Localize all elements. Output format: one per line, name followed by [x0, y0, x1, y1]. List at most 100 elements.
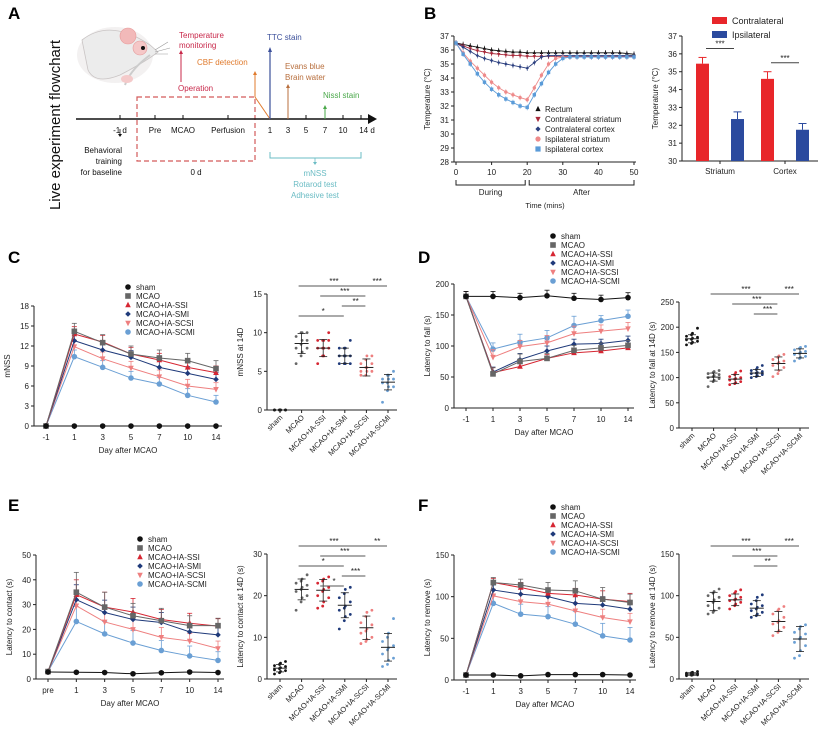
chart-mnss-line: 0 3 6 9 12 15 18 mNSS -1 1 3 5 7 10 14 Day after MCAO sh… [3, 283, 222, 455]
data-point [804, 355, 807, 358]
series-sham [463, 671, 633, 679]
significance-label: * [322, 307, 325, 316]
data-point [186, 669, 193, 675]
series-contralateral-cortex [454, 40, 636, 71]
x-tick-label: 30 [558, 168, 567, 177]
data-point [760, 610, 764, 614]
x-tick-label: sham [677, 682, 696, 701]
data-point [316, 581, 320, 585]
data-point [572, 621, 579, 627]
data-point [461, 45, 465, 49]
y-tick-label: 100 [661, 374, 675, 383]
data-point [625, 313, 631, 320]
data-point [386, 635, 389, 639]
data-point [712, 370, 716, 373]
legend-label: MCAO+IA-SCMI [136, 328, 195, 337]
data-point [468, 62, 472, 66]
series-line [455, 42, 635, 55]
data-point [625, 326, 631, 332]
significance-label: *** [752, 295, 761, 304]
series-mcao-ia-scsi [43, 339, 219, 430]
x-axis-label: Day after MCAO [101, 699, 160, 708]
legend: shamMCAOMCAO+IA-SSIMCAO+IA-SMIMCAO+IA-SC… [137, 535, 207, 589]
data-point [156, 355, 163, 361]
data-point [370, 354, 374, 358]
y-tick-label: 50 [440, 634, 449, 643]
data-point [625, 55, 629, 59]
data-point [706, 612, 710, 616]
data-point [184, 370, 191, 377]
data-point [525, 98, 529, 102]
significance-bar: *** [775, 537, 799, 547]
data-point [539, 55, 544, 59]
data-point [343, 588, 347, 591]
legend-marker [125, 293, 131, 299]
baseline-label-3: for baseline [81, 168, 123, 177]
group-scsi [771, 605, 786, 638]
data-point [294, 335, 298, 338]
data-point [215, 657, 221, 664]
significance-label: *** [715, 40, 724, 49]
series-mcao-ia-scsi [463, 588, 633, 679]
y-tick-label: 50 [440, 373, 449, 382]
x-tick-label: 7 [572, 415, 577, 424]
y-tick-label: 5 [258, 367, 263, 376]
data-point [539, 73, 544, 77]
data-point [706, 594, 710, 598]
group-smi [337, 585, 352, 631]
legend-label: MCAO [561, 512, 585, 521]
significance-label: *** [763, 305, 772, 314]
data-point [782, 359, 786, 363]
data-point [777, 369, 781, 372]
data-point [158, 635, 165, 641]
data-point [717, 369, 721, 372]
data-point [158, 647, 165, 654]
data-point [589, 50, 593, 54]
y-tick-label: 34 [668, 86, 677, 95]
data-point [525, 55, 529, 59]
legend-marker [137, 563, 143, 569]
y-tick-label: 15 [20, 322, 29, 331]
timeline-tick-label: 10 [339, 126, 348, 135]
data-point [497, 86, 501, 90]
y-tick-label: 30 [253, 550, 262, 559]
y-tick-label: 150 [661, 550, 675, 559]
data-point [184, 392, 191, 399]
significance-bar: *** [775, 285, 799, 295]
legend-marker [535, 146, 541, 152]
legend-label: Ispilateral cortex [545, 145, 603, 154]
data-point [305, 594, 309, 598]
panel-letter-d: D [418, 248, 431, 267]
y-tick-label: 100 [436, 342, 450, 351]
chart-contact-scatter: 0 10 20 30 Latency to contact at 14D (s) sham… [236, 537, 397, 727]
data-point [511, 93, 515, 97]
panel-letter-e: E [8, 496, 20, 515]
x-axis-label: Day after MCAO [515, 428, 574, 437]
data-point [511, 49, 515, 54]
group-smi [749, 364, 764, 379]
y-axis-label: Latency to remove at 14D (s) [648, 565, 657, 668]
data-point [760, 593, 764, 597]
group-scmi [381, 369, 395, 404]
data-point [771, 622, 775, 626]
data-point [186, 653, 193, 659]
x-tick-label: 3 [100, 433, 105, 442]
data-point [717, 377, 721, 381]
data-point [706, 385, 710, 389]
data-point [300, 585, 304, 589]
data-point [284, 669, 287, 673]
baseline-label-1: Behavioral [84, 146, 122, 155]
y-tick-label: 150 [436, 311, 450, 320]
data-point [300, 596, 304, 600]
data-point [327, 339, 331, 342]
data-point [71, 328, 78, 335]
data-point [632, 55, 636, 59]
data-point [627, 637, 633, 643]
data-point [45, 669, 51, 675]
y-tick-label: 33 [440, 88, 449, 97]
y-tick-label: 31 [440, 116, 449, 125]
significance-bar: *** [732, 547, 778, 557]
x-tick-label: Cortex [773, 167, 797, 176]
y-tick-label: 10 [253, 633, 262, 642]
significance-label: *** [780, 54, 789, 63]
